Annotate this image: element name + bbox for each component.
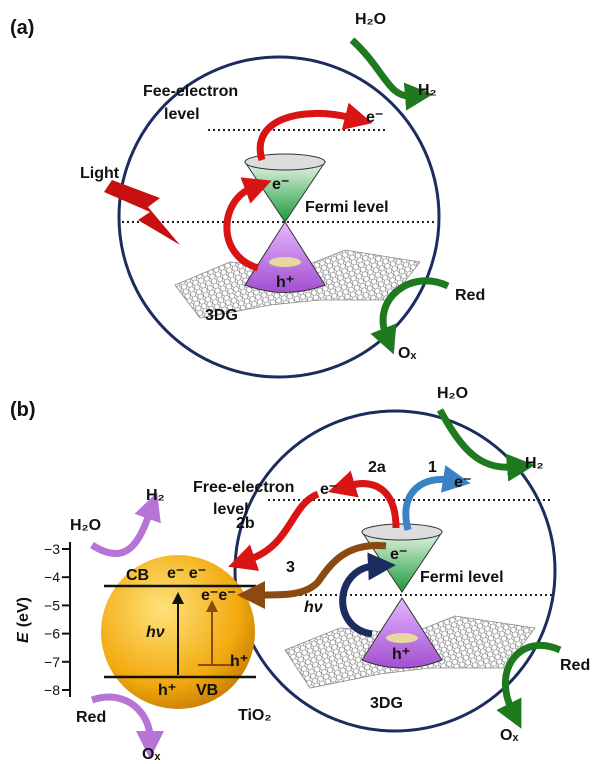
reductant: Red — [560, 657, 590, 674]
cb-label: CB — [126, 567, 149, 584]
hole: h⁺ — [230, 653, 248, 670]
reductant: Red — [76, 709, 106, 726]
oxidized: Oₓ — [398, 345, 416, 362]
electron: e⁻ — [454, 474, 471, 491]
tio2-label: TiO₂ — [238, 707, 271, 724]
lightning — [104, 180, 180, 245]
electron: e⁻ — [366, 109, 383, 126]
path-label: 2b — [236, 515, 255, 532]
page: {"panel_a": {"label": "(a)", "water": "H… — [0, 0, 602, 764]
panel-label: (b) — [10, 399, 36, 421]
panel-b: (b) E(eV) H₂O H₂ Free-electron level 2a … — [10, 385, 590, 763]
path-label: 2a — [368, 459, 386, 476]
water: H₂O — [355, 11, 386, 28]
cone-lower-top — [269, 257, 301, 267]
cone-top — [245, 154, 325, 170]
reductant: Red — [455, 287, 485, 304]
tick-label: −5 — [44, 597, 60, 613]
vb-label: VB — [196, 682, 218, 699]
cone-top — [362, 524, 442, 540]
material-label: 3DG — [370, 695, 403, 712]
hydrogen: H₂ — [525, 455, 544, 472]
electron: e⁻ — [272, 176, 289, 193]
free-electron-label: Fee-electron — [143, 83, 238, 100]
emission-arrow — [260, 113, 352, 160]
electron: e⁻ — [390, 546, 407, 563]
cb-electrons: e⁻ e⁻ — [167, 565, 206, 582]
excitation-arrow — [227, 188, 258, 268]
free-electron-label: Free-electron — [193, 479, 294, 496]
water: H₂O — [437, 385, 468, 402]
fermi-label: Fermi level — [305, 199, 389, 216]
free-electron-label: level — [164, 106, 200, 123]
cone-lower-top — [386, 633, 418, 643]
electron: e⁻ — [320, 481, 337, 498]
axis-title: E (eV) — [15, 597, 32, 643]
hole: h⁺ — [392, 646, 410, 663]
graphene-excitation-arrow — [343, 566, 375, 634]
hydrogen: H₂ — [418, 82, 437, 99]
body: (a) H₂O H₂ Fee-electron level e⁻ Light e… — [0, 0, 602, 764]
tick-label: −4 — [44, 569, 60, 585]
h2-arrow — [352, 40, 412, 96]
tick-label: −7 — [44, 654, 60, 670]
panel-a: (a) H₂O H₂ Fee-electron level e⁻ Light e… — [10, 11, 485, 377]
path-label: 1 — [428, 459, 437, 476]
tio2-water: H₂O — [70, 517, 101, 534]
axis-unit: (eV) — [15, 597, 32, 627]
tick-label: −6 — [44, 626, 60, 642]
tick-label: −3 — [44, 541, 60, 557]
oxidized: Oₓ — [500, 727, 518, 744]
oxidized: Oₓ — [142, 746, 160, 763]
tio2-excitation: hν — [146, 624, 165, 641]
path-1-arrow — [406, 479, 450, 530]
path-label: 3 — [286, 559, 295, 576]
diagram: (a) H₂O H₂ Fee-electron level e⁻ Light e… — [0, 0, 602, 764]
path-2a-arrow — [348, 484, 396, 528]
hole: h⁺ — [158, 682, 176, 699]
panel-label: (a) — [10, 17, 34, 39]
axis-symbol: E — [15, 631, 32, 643]
tick-label: −8 — [44, 682, 60, 698]
path-2b-arrow — [248, 494, 318, 560]
transferred-electrons: e⁻e⁻ — [201, 587, 236, 604]
graphene-excitation: hν — [304, 599, 323, 616]
material-label: 3DG — [205, 307, 238, 324]
fermi-label: Fermi level — [420, 569, 504, 586]
tio2-hydrogen: H₂ — [146, 487, 165, 504]
graphene-circle — [119, 57, 439, 377]
h2-arrow — [440, 410, 514, 467]
hole: h⁺ — [276, 274, 294, 291]
light-label: Light — [80, 165, 120, 182]
